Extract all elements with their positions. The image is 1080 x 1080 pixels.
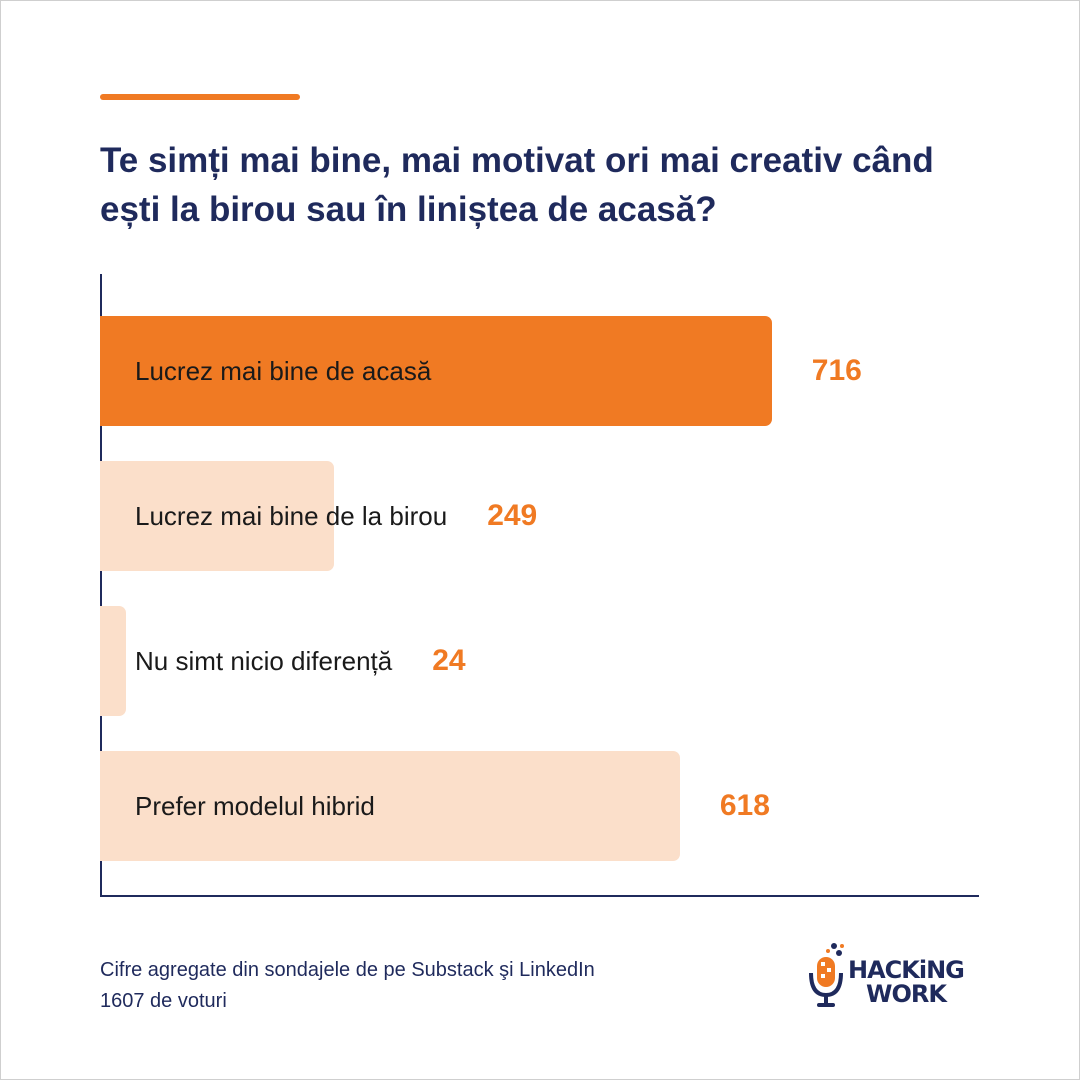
bar <box>100 751 680 861</box>
bar <box>100 606 126 716</box>
footnote: Cifre agregate din sondajele de pe Subst… <box>100 955 595 1017</box>
microphone-icon <box>809 943 844 1007</box>
y-axis-line <box>100 274 102 897</box>
logo-line-1: HACKiNG <box>848 956 965 984</box>
hacking-work-logo: HACKiNG WORK <box>806 940 986 1015</box>
footnote-votes: 1607 de voturi <box>100 990 227 1012</box>
logo-wordmark: HACKiNG WORK <box>848 956 965 1008</box>
x-axis-line <box>100 895 979 897</box>
data-label: 24 <box>432 644 466 677</box>
bar-chart: Lucrez mai bine de acasă 716 Lucrez mai bi… <box>100 274 980 898</box>
bar-label: Lucrez mai bine de acasă <box>135 356 432 386</box>
data-label: 618 <box>719 789 770 822</box>
logo-line-2: WORK <box>866 980 947 1008</box>
accent-line <box>100 94 300 100</box>
bar <box>100 316 772 426</box>
bar-label: Lucrez mai bine de la birou <box>135 501 448 531</box>
footnote-source: Cifre agregate din sondajele de pe Subst… <box>100 959 595 981</box>
bar <box>100 461 334 571</box>
data-label: 249 <box>487 499 538 532</box>
bar-label: Prefer modelul hibrid <box>135 791 375 821</box>
chart-title: Te simți mai bine, mai motivat ori mai c… <box>100 141 934 229</box>
bar-label: Nu simt nicio diferență <box>135 646 393 676</box>
data-label: 716 <box>811 354 862 387</box>
